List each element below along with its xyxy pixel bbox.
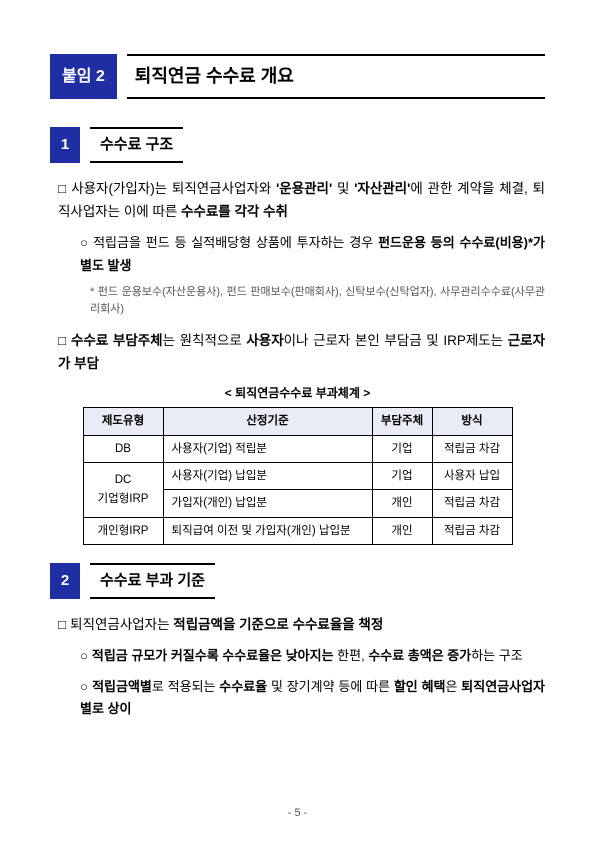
cell-bearer: 개인 <box>372 517 432 544</box>
text: 및 <box>332 181 354 196</box>
section2-para1: □ 퇴직연금사업자는 적립금액을 기준으로 수수료율을 책정 <box>58 613 545 637</box>
table-row: 개인형IRP 퇴직급여 이전 및 가입자(개인) 납입분 개인 적립금 차감 <box>83 517 512 544</box>
text-bold: 적립금액을 기준으로 수수료율을 책정 <box>173 617 383 632</box>
text-bold: 수수료 총액은 증가 <box>368 648 471 663</box>
cell-basis: 사용자(기업) 납입분 <box>163 462 372 489</box>
text-bold: 할인 혜택 <box>394 679 446 694</box>
cell-type: 개인형IRP <box>83 517 163 544</box>
table-row: DC 기업형IRP 사용자(기업) 납입분 기업 사용자 납입 <box>83 462 512 489</box>
table-caption: < 퇴직연금수수료 부과체계 > <box>83 384 513 407</box>
cell-bearer: 기업 <box>372 462 432 489</box>
th-type: 제도유형 <box>83 408 163 435</box>
section2-sub2: ○적립금액별로 적용되는 수수료율 및 장기계약 등에 따른 할인 혜택은 퇴직… <box>80 676 545 722</box>
text: 적립금을 펀드 등 실적배당형 상품에 투자하는 경우 <box>93 235 378 250</box>
text-bold: 수수료 부담주체 <box>71 333 163 348</box>
section-2-heading: 2 수수료 부과 기준 <box>50 563 545 599</box>
cell-bearer: 개인 <box>372 490 432 517</box>
table-header-row: 제도유형 산정기준 부담주체 방식 <box>83 408 512 435</box>
text-bold: 수수료를 각각 수취 <box>181 204 288 219</box>
section1-sub1: ○적립금을 펀드 등 실적배당형 상품에 투자하는 경우 펀드운용 등의 수수료… <box>80 232 545 278</box>
cell-method: 적립금 차감 <box>432 490 512 517</box>
section2-sub1: ○ 적립금 규모가 커질수록 수수료율은 낮아지는 한편, 수수료 총액은 증가하… <box>80 645 545 668</box>
section1-footnote: * 펀드 운용보수(자산운용사), 펀드 판매보수(판매회사), 신탁보수(신탁… <box>90 284 545 319</box>
cell-method: 사용자 납입 <box>432 462 512 489</box>
text: 는 원칙적으로 <box>163 333 247 348</box>
cell-type: DB <box>83 435 163 462</box>
cell-basis: 사용자(기업) 적립분 <box>163 435 372 462</box>
section1-para2: □ 수수료 부담주체는 원칙적으로 사용자이나 근로자 본인 부담금 및 IRP제… <box>58 329 545 376</box>
th-bearer: 부담주체 <box>372 408 432 435</box>
section1-para1: □사용자(가입자)는 퇴직연금사업자와 '운용관리' 및 '자산관리'에 관한 … <box>58 177 545 224</box>
fee-structure-table: < 퇴직연금수수료 부과체계 > 제도유형 산정기준 부담주체 방식 DB 사용… <box>83 384 513 545</box>
cell-basis: 퇴직급여 이전 및 가입자(개인) 납입분 <box>163 517 372 544</box>
text: 한편, <box>334 648 369 663</box>
section-num-2: 2 <box>50 563 80 599</box>
text-bold: 사용자 <box>246 333 283 348</box>
checkbox-icon: □ <box>58 181 67 196</box>
attachment-tag: 붙임 2 <box>50 54 117 99</box>
checkbox-icon: □ <box>58 333 67 348</box>
cell-method: 적립금 차감 <box>432 517 512 544</box>
bullet-icon: ○ <box>80 679 88 694</box>
text: 퇴직연금사업자는 <box>70 617 173 632</box>
table-row: DB 사용자(기업) 적립분 기업 적립금 차감 <box>83 435 512 462</box>
cell-basis: 가입자(개인) 납입분 <box>163 490 372 517</box>
text-bold: 수수료율 <box>219 679 267 694</box>
bullet-icon: ○ <box>80 235 89 250</box>
text: 이나 근로자 본인 부담금 및 IRP제도는 <box>284 333 508 348</box>
cell-method: 적립금 차감 <box>432 435 512 462</box>
text: 및 장기계약 등에 따른 <box>267 679 394 694</box>
text: 하는 구조 <box>471 648 522 663</box>
section-title-1: 수수료 구조 <box>90 127 183 163</box>
section-1-heading: 1 수수료 구조 <box>50 127 545 163</box>
text-bold: 적립금액별 <box>92 679 152 694</box>
text-bold: '자산관리' <box>354 181 410 196</box>
section-num-1: 1 <box>50 127 80 163</box>
text: 사용자(가입자)는 퇴직연금사업자와 <box>71 181 276 196</box>
checkbox-icon: □ <box>58 617 66 632</box>
text-bold: '운용관리' <box>276 181 332 196</box>
cell-bearer: 기업 <box>372 435 432 462</box>
cell-type: DC 기업형IRP <box>83 462 163 517</box>
th-basis: 산정기준 <box>163 408 372 435</box>
document-title: 퇴직연금 수수료 개요 <box>127 54 545 99</box>
page-number: - 5 - <box>0 805 595 823</box>
document-header: 붙임 2 퇴직연금 수수료 개요 <box>50 54 545 99</box>
bullet-icon: ○ <box>80 648 88 663</box>
th-method: 방식 <box>432 408 512 435</box>
text-bold: 적립금 규모가 커질수록 수수료율은 낮아지는 <box>92 648 334 663</box>
text: 로 적용되는 <box>152 679 219 694</box>
text: 은 <box>446 679 462 694</box>
section-title-2: 수수료 부과 기준 <box>90 563 215 599</box>
